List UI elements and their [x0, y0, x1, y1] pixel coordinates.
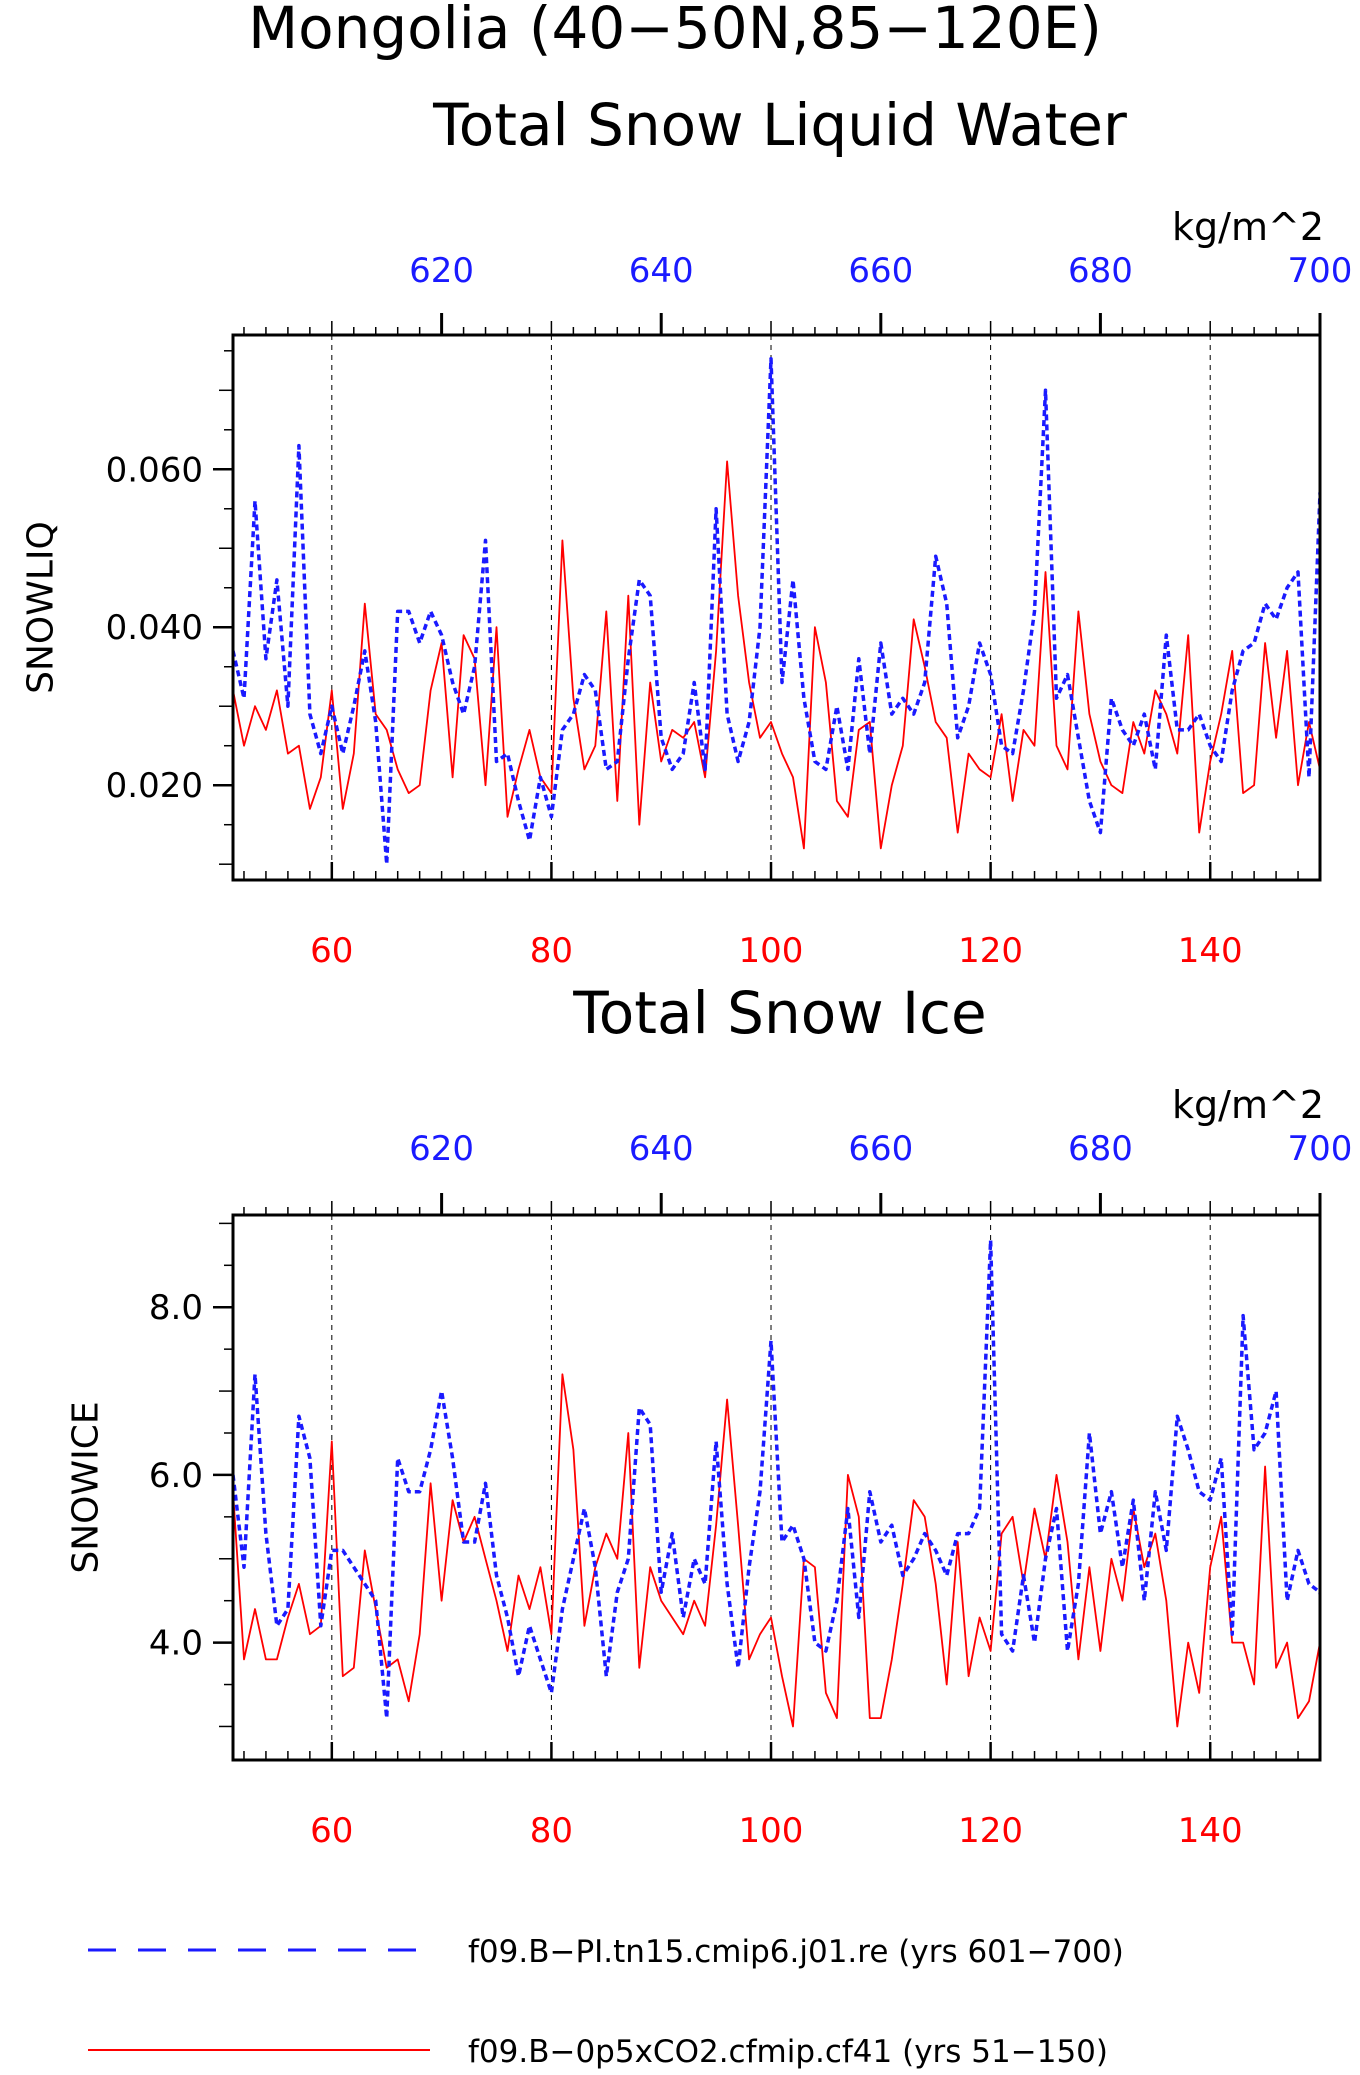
- y-axis-label: SNOWLIQ: [21, 521, 62, 694]
- plot-frame: [231, 333, 1322, 882]
- panel-snowliq: Total Snow Liquid Water kg/m^2 60 80 100 120 1…: [21, 91, 1353, 971]
- panel-snowice: Total Snow Ice kg/m^2 60 80 100 120 140 620 640 6…: [66, 979, 1353, 1851]
- top-axis-units: kg/m^2: [1172, 1083, 1324, 1127]
- y-tick-label: 4.0: [149, 1624, 203, 1664]
- y-axis-label: SNOWICE: [66, 1401, 107, 1573]
- y-tick-label: 6.0: [149, 1456, 203, 1496]
- y-tick-label: 0.040: [106, 608, 203, 648]
- x-tick-label-top: 660: [848, 251, 913, 291]
- x-tick-label-bottom: 80: [530, 1811, 573, 1851]
- x-tick-label-bottom: 60: [310, 931, 353, 971]
- legend: f09.B−PI.tn15.cmip6.j01.re (yrs 601−700)…: [88, 1934, 1124, 2070]
- legend-entry-pi: f09.B−PI.tn15.cmip6.j01.re (yrs 601−700): [88, 1934, 1124, 1970]
- x-tick-label-bottom: 60: [310, 1811, 353, 1851]
- x-tick-label-top: 640: [629, 251, 694, 291]
- series-line-pi: [233, 1238, 1320, 1720]
- x-tick-label-bottom: 140: [1178, 931, 1243, 971]
- x-tick-label-top: 680: [1068, 251, 1133, 291]
- y-tick-label: 0.020: [106, 766, 203, 806]
- series-line-pi: [233, 356, 1320, 866]
- legend-label-0p5xco2: f09.B−0p5xCO2.cfmip.cf41 (yrs 51−150): [468, 2034, 1108, 2070]
- x-tick-label-top: 700: [1288, 1129, 1353, 1169]
- x-tick-label-bottom: 120: [958, 931, 1023, 971]
- x-tick-label-bottom: 120: [958, 1811, 1023, 1851]
- x-tick-label-bottom: 100: [739, 931, 804, 971]
- panel-title: Total Snow Liquid Water: [432, 91, 1127, 159]
- plot-frame: [231, 1213, 1322, 1762]
- legend-entry-0p5xco2: f09.B−0p5xCO2.cfmip.cf41 (yrs 51−150): [88, 2034, 1108, 2070]
- x-tick-label-bottom: 100: [739, 1811, 804, 1851]
- figure-title: Mongolia (40−50N,85−120E): [248, 0, 1102, 62]
- x-tick-label-bottom: 80: [530, 931, 573, 971]
- x-tick-label-top: 700: [1288, 251, 1353, 291]
- y-tick-label: 0.060: [106, 450, 203, 490]
- x-tick-label-top: 620: [409, 1129, 474, 1169]
- x-tick-label-bottom: 140: [1178, 1811, 1243, 1851]
- y-tick-label: 8.0: [149, 1288, 203, 1328]
- x-tick-label-top: 640: [629, 1129, 694, 1169]
- panel-title: Total Snow Ice: [572, 979, 987, 1047]
- series-line-0p5xco2: [233, 460, 1320, 850]
- x-tick-label-top: 660: [848, 1129, 913, 1169]
- legend-label-pi: f09.B−PI.tn15.cmip6.j01.re (yrs 601−700): [468, 1934, 1124, 1970]
- x-tick-label-top: 620: [409, 251, 474, 291]
- top-axis-units: kg/m^2: [1172, 205, 1324, 249]
- x-tick-label-top: 680: [1068, 1129, 1133, 1169]
